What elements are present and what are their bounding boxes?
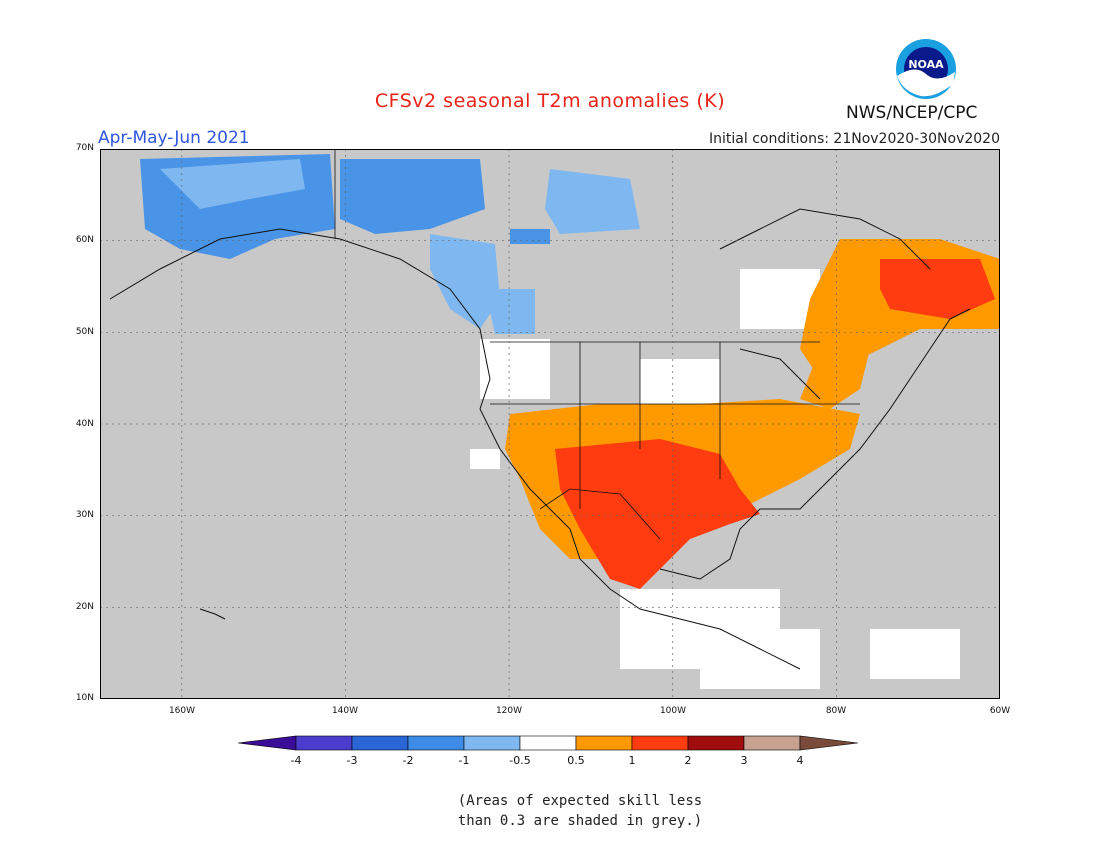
colorbar-label-minus3: -3	[346, 754, 358, 767]
warm-anomaly-regions	[505, 239, 1000, 589]
lon-label-100w: 100W	[659, 706, 687, 716]
cool-anomaly-regions	[140, 154, 640, 334]
lon-label-120w: 120W	[495, 706, 523, 716]
lat-lon-grid	[100, 149, 1000, 699]
initial-conditions: Initial conditions: 21Nov2020-30Nov2020	[709, 131, 1000, 147]
agency-label: NWS/NCEP/CPC	[846, 103, 978, 123]
forecast-period: Apr-May-Jun 2021	[98, 128, 250, 148]
lon-label-80w: 80W	[825, 706, 847, 716]
borders	[334, 149, 860, 540]
lon-label-160w: 160W	[168, 706, 196, 716]
lon-label-140w: 140W	[331, 706, 359, 716]
colorbar-label-minus1: -1	[458, 754, 470, 767]
colorbar-swatch	[575, 735, 633, 751]
colorbar-swatch	[687, 735, 745, 751]
colorbar-label-minus4: -4	[290, 754, 302, 767]
colorbar-swatch	[407, 735, 465, 751]
colorbar-label-0-5: 0.5	[567, 754, 585, 767]
coastlines	[109, 208, 971, 670]
colorbar-swatch	[463, 735, 521, 751]
lat-label-30n: 30N	[75, 510, 94, 520]
noaa-logo-icon: NOAA	[896, 39, 956, 99]
logo-text: NOAA	[908, 58, 944, 71]
lat-label-60n: 60N	[75, 235, 94, 245]
skill-note: (Areas of expected skill less than 0.3 a…	[430, 791, 730, 831]
colorbar-swatch	[519, 735, 577, 751]
colorbar-right-arrow	[799, 735, 859, 751]
skill-note-line2: than 0.3 are shaded in grey.)	[457, 813, 703, 829]
colorbar-swatch	[295, 735, 353, 751]
color-scale-bar	[238, 735, 859, 751]
lat-label-10n: 10N	[75, 693, 94, 703]
lat-label-20n: 20N	[75, 602, 94, 612]
lon-label-60w: 60W	[989, 706, 1011, 716]
lat-label-50n: 50N	[75, 327, 94, 337]
colorbar-left-arrow	[238, 735, 297, 751]
lat-label-70n: 70N	[75, 143, 94, 153]
anomaly-map	[100, 149, 1000, 699]
colorbar-swatch	[631, 735, 689, 751]
colorbar-label-1: 1	[628, 754, 636, 767]
lat-label-40n: 40N	[75, 419, 94, 429]
colorbar-label-3: 3	[740, 754, 748, 767]
colorbar-label-4: 4	[796, 754, 804, 767]
skill-note-line1: (Areas of expected skill less	[457, 793, 703, 809]
colorbar-label-minus0-5: -0.5	[509, 754, 531, 767]
colorbar-swatch	[743, 735, 801, 751]
colorbar-label-2: 2	[684, 754, 692, 767]
map-frame	[100, 149, 1000, 699]
colorbar-swatch	[351, 735, 409, 751]
colorbar-label-minus2: -2	[402, 754, 414, 767]
map-title: CFSv2 seasonal T2m anomalies (K)	[374, 90, 726, 112]
